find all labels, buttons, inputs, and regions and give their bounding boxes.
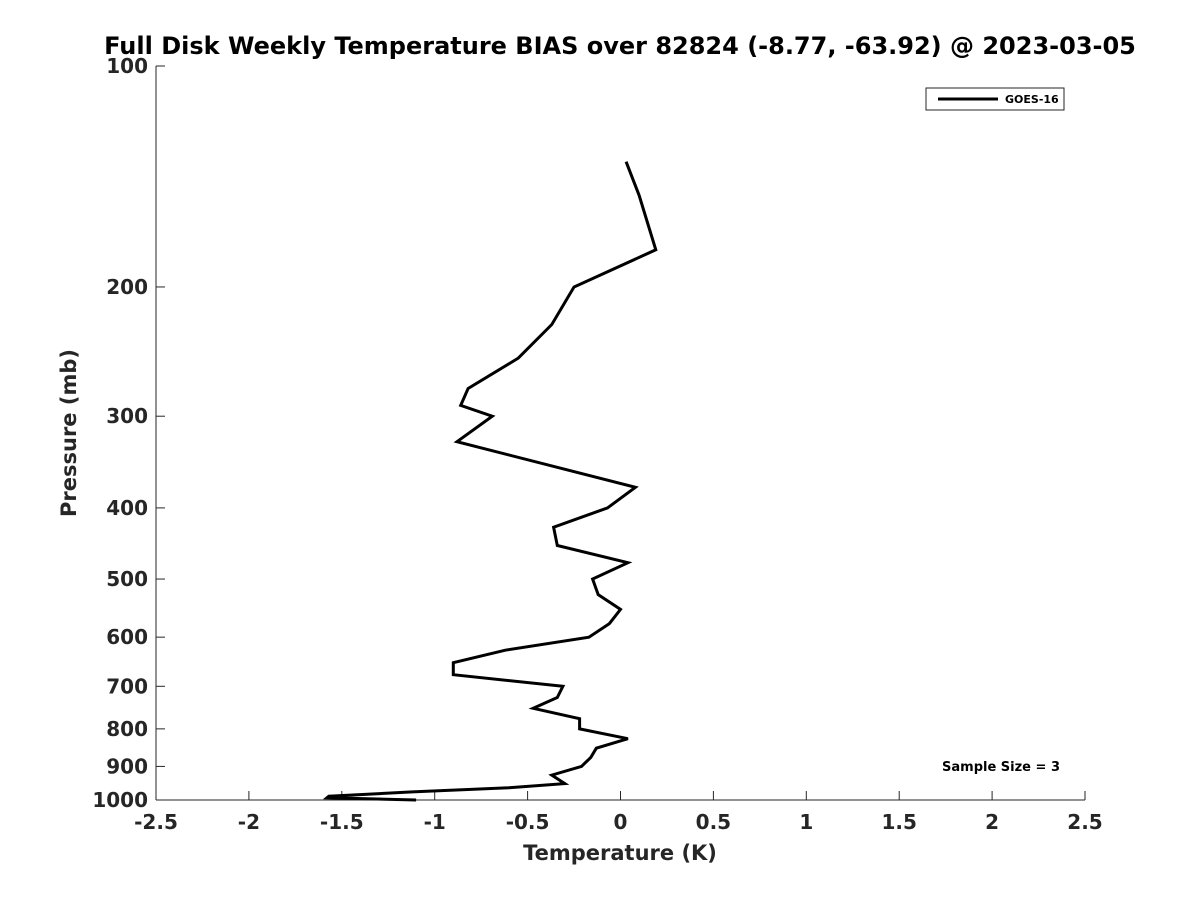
y-tick-label: 900	[106, 754, 148, 778]
x-ticks: -2.5 -2 -1.5 -1 -0.5 0 0.5 1 1.5 2 2.5	[134, 791, 1103, 834]
x-tick-label: 1	[799, 810, 813, 834]
x-tick-label: -2	[238, 810, 260, 834]
x-tick-label: 2.5	[1067, 810, 1102, 834]
y-tick-label: 700	[106, 674, 148, 698]
y-tick-label: 100	[106, 54, 148, 78]
y-tick-label: 600	[106, 625, 148, 649]
legend: GOES-16	[925, 87, 1065, 111]
x-tick-label: -1	[424, 810, 446, 834]
plot-axes	[155, 66, 1085, 801]
series-layer	[322, 161, 658, 802]
x-tick-label: 1.5	[881, 810, 916, 834]
legend-entry-goes-16: GOES-16	[1005, 93, 1059, 106]
y-tick-label: 200	[106, 275, 148, 299]
x-tick-label: 2	[985, 810, 999, 834]
y-ticks: 100 200 300 400 500 600 700 800 900 1000	[92, 54, 165, 812]
chart-title: Full Disk Weekly Temperature BIAS over 8…	[104, 32, 1136, 60]
x-axis-label: Temperature (K)	[523, 841, 717, 865]
y-tick-label: 400	[106, 496, 148, 520]
x-tick-label: 0.5	[696, 810, 731, 834]
x-tick-label: -0.5	[506, 810, 550, 834]
x-tick-label: 0	[614, 810, 628, 834]
y-tick-label: 800	[106, 717, 148, 741]
x-tick-label: -1.5	[320, 810, 364, 834]
x-tick-label: -2.5	[134, 810, 178, 834]
series-line-goes-16	[322, 161, 658, 802]
y-axis-label: Pressure (mb)	[57, 349, 81, 517]
y-tick-label: 300	[106, 404, 148, 428]
sample-size-annotation: Sample Size = 3	[942, 760, 1060, 775]
y-tick-label: 500	[106, 567, 148, 591]
y-tick-label: 1000	[92, 788, 148, 812]
